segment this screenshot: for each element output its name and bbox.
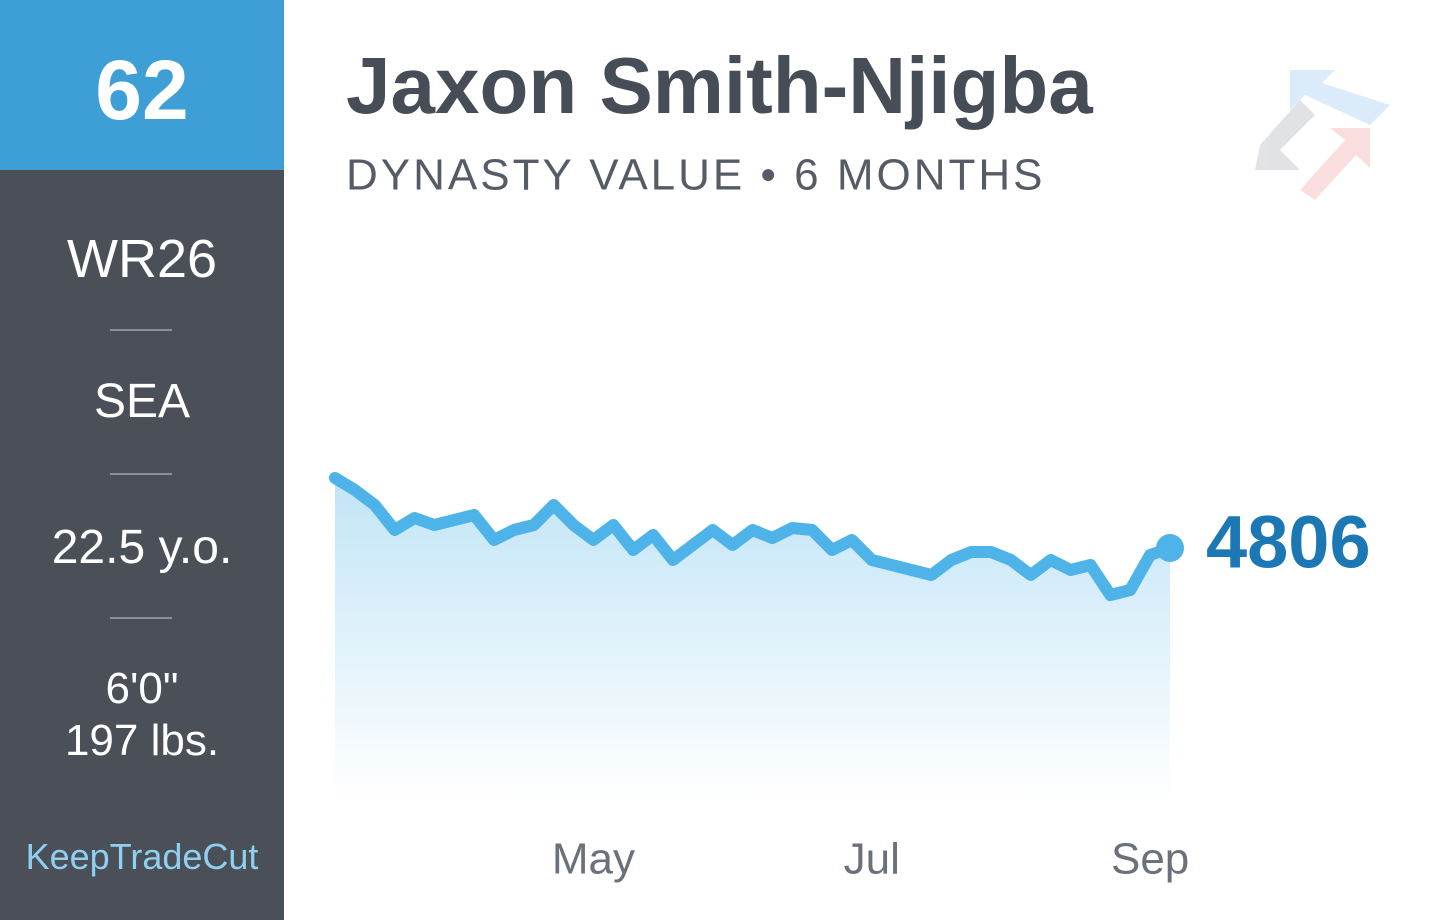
team: SEA	[93, 375, 191, 428]
end-point	[1156, 534, 1184, 562]
x-tick-label: Sep	[1111, 835, 1189, 884]
height: 6'0"	[105, 664, 179, 713]
divider	[110, 473, 172, 475]
chart-subtitle: DYNASTY VALUE • 6 MONTHS	[346, 151, 1045, 200]
sidebar: 62 WR26 SEA 22.5 y.o. 6'0" 197 lbs. Keep…	[0, 0, 284, 920]
line	[329, 472, 1176, 601]
position: WR26	[66, 229, 218, 289]
x-tick-label: May	[552, 835, 635, 884]
divider	[110, 329, 172, 331]
rank: 62	[95, 43, 189, 137]
value-label: 4806	[1206, 501, 1371, 584]
x-tick-label: Jul	[844, 835, 900, 884]
age: 22.5 y.o.	[51, 521, 233, 574]
divider	[110, 617, 172, 619]
weight: 197 lbs.	[64, 716, 220, 765]
chart-title: Jaxon Smith-Njigba	[346, 41, 1093, 130]
brand: KeepTradeCut	[25, 836, 259, 877]
rank-box	[0, 0, 284, 170]
logo	[1255, 70, 1390, 200]
